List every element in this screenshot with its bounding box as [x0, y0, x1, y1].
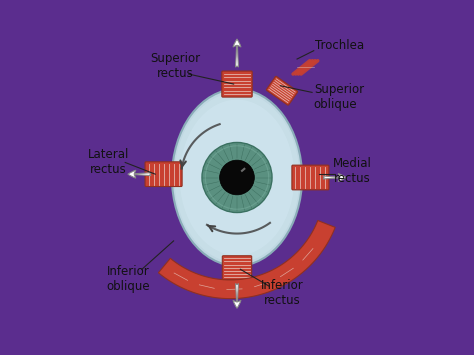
Ellipse shape	[172, 89, 302, 266]
Ellipse shape	[219, 160, 255, 195]
Polygon shape	[158, 220, 335, 299]
Text: Inferior
oblique: Inferior oblique	[107, 265, 150, 293]
Text: Lateral
rectus: Lateral rectus	[88, 148, 129, 176]
Text: Superior
rectus: Superior rectus	[150, 52, 201, 80]
Ellipse shape	[174, 93, 300, 262]
Ellipse shape	[180, 100, 294, 255]
Text: Trochlea: Trochlea	[315, 39, 365, 52]
Text: Inferior
rectus: Inferior rectus	[261, 279, 303, 307]
FancyBboxPatch shape	[145, 162, 182, 186]
Text: Medial
rectus: Medial rectus	[333, 157, 372, 185]
FancyBboxPatch shape	[266, 76, 298, 105]
Text: Superior
oblique: Superior oblique	[314, 83, 364, 111]
FancyBboxPatch shape	[222, 71, 252, 97]
FancyBboxPatch shape	[222, 256, 252, 279]
FancyBboxPatch shape	[292, 165, 329, 190]
Ellipse shape	[202, 142, 272, 213]
